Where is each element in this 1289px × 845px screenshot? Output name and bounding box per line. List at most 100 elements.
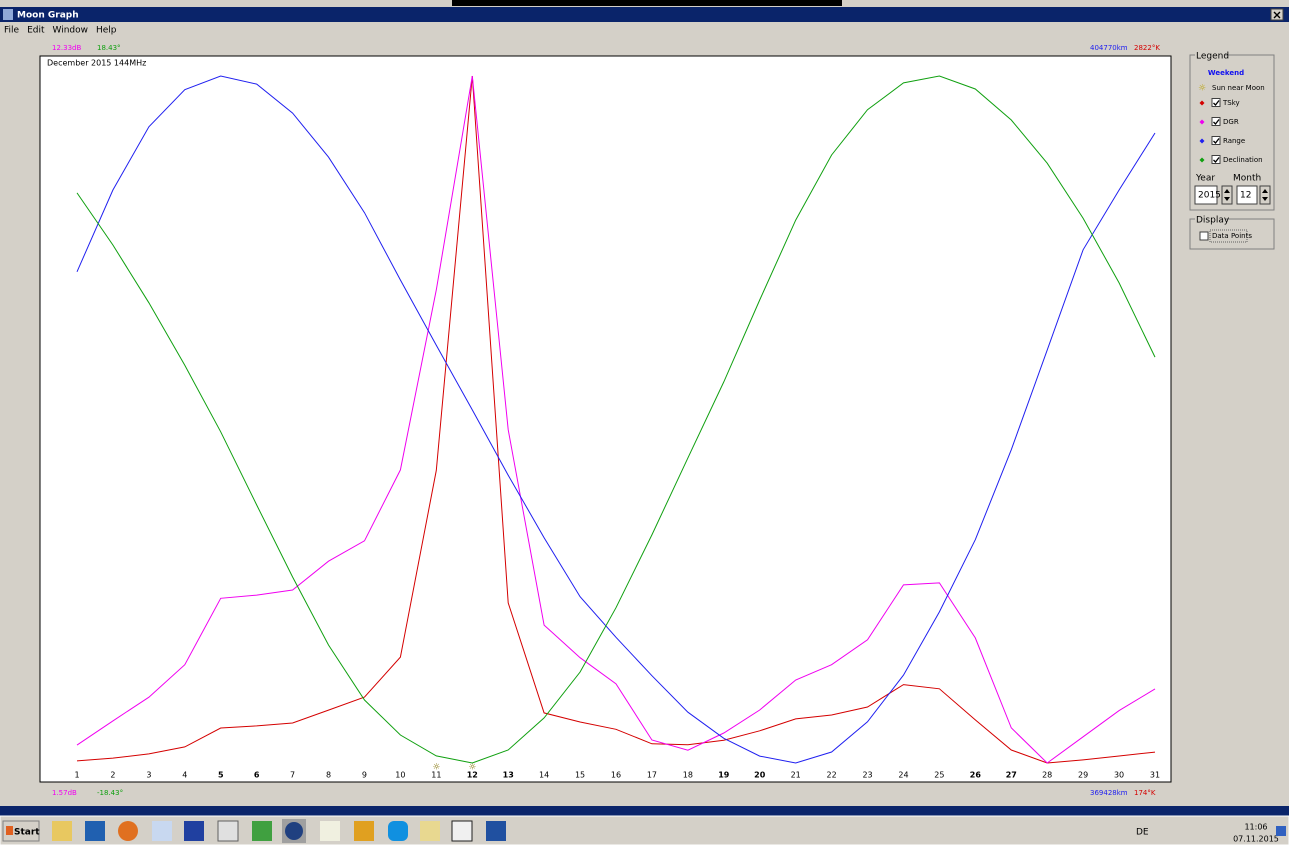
app-icon — [285, 822, 303, 840]
window-border — [0, 806, 1289, 816]
legend-label: TSky — [1222, 99, 1240, 107]
x-tick-label: 23 — [862, 771, 872, 780]
x-tick-label: 5 — [218, 771, 224, 780]
display-title: Display — [1196, 216, 1230, 226]
range-label: -18.43° — [97, 789, 123, 797]
legend-label: Declination — [1223, 156, 1263, 164]
month-spinner[interactable] — [1259, 185, 1271, 205]
title-bar — [0, 7, 1289, 22]
menu-item[interactable]: Window — [53, 26, 89, 36]
x-tick-label: 4 — [182, 771, 187, 780]
taskbar — [0, 815, 1289, 845]
legend-swatch — [1199, 138, 1205, 144]
app-icon — [3, 9, 13, 20]
app-icon[interactable] — [152, 821, 172, 841]
legend-checkbox[interactable] — [1211, 98, 1221, 107]
legend-swatch — [1199, 100, 1205, 106]
x-tick-label: 18 — [683, 771, 693, 780]
weekend-label: Weekend — [1208, 69, 1244, 77]
month-input[interactable] — [1236, 185, 1258, 205]
display-title-bg — [1195, 215, 1225, 224]
range-label: 174°K — [1134, 789, 1156, 797]
range-label: 369428km — [1090, 789, 1128, 797]
data-points-label: Data Points — [1212, 232, 1252, 240]
year-spinner[interactable] — [1221, 185, 1233, 205]
range-label: 1.57dB — [52, 789, 77, 797]
tray — [1153, 824, 1237, 840]
menu-item[interactable]: Help — [96, 26, 117, 36]
data-points-checkbox[interactable] — [1199, 231, 1209, 241]
app-icon[interactable] — [320, 821, 340, 841]
app-icon[interactable] — [486, 821, 506, 841]
legend-label: Range — [1223, 137, 1245, 145]
x-tick-label: 25 — [934, 771, 944, 780]
x-tick-label: 14 — [539, 771, 549, 780]
year-label: Year — [1195, 174, 1215, 184]
chart-title: December 2015 144MHz — [47, 59, 146, 68]
focus-rect — [1209, 229, 1248, 243]
app-icon[interactable] — [354, 821, 374, 841]
checkmark — [1213, 157, 1220, 163]
series-line — [76, 75, 1156, 764]
menu-item[interactable]: File — [4, 26, 20, 36]
app-icon[interactable] — [451, 820, 473, 842]
chart: 1 2 3 4 5 6 7 8 9 10 11 12 13 14 15 16 17 18 19 20 21 22 23 24 2… — [74, 75, 1160, 780]
language: DE — [1136, 828, 1149, 838]
year-input[interactable] — [1194, 185, 1218, 205]
menu-item[interactable]: Edit — [27, 26, 45, 36]
app-icon[interactable] — [184, 821, 204, 841]
sun-near-moon-marker: ☼ — [432, 763, 440, 773]
legend-swatch — [1199, 157, 1205, 163]
year-spinner-arrows — [1224, 189, 1230, 201]
x-tick-label: 1 — [74, 771, 79, 780]
series-line — [76, 75, 1156, 764]
sun-icon: ☼ — [1198, 84, 1206, 94]
plot-area — [39, 55, 1172, 783]
month-label: Month — [1233, 174, 1261, 184]
x-tick-label: 17 — [647, 771, 657, 780]
x-tick-label: 24 — [898, 771, 908, 780]
range-label: 12.33dB — [52, 44, 81, 52]
month-value: 12 — [1240, 191, 1251, 201]
x-tick-label: 2 — [110, 771, 115, 780]
app-icon[interactable] — [85, 821, 105, 841]
checkmark — [1213, 138, 1220, 144]
x-tick-label: 26 — [970, 771, 982, 780]
x-tick-label: 6 — [254, 771, 260, 780]
x-tick-label: 3 — [146, 771, 151, 780]
year-value: 2015 — [1198, 191, 1221, 201]
menu-bar: File Edit Window Help — [4, 26, 117, 36]
x-tick-label: 28 — [1042, 771, 1052, 780]
legend-checkbox[interactable] — [1211, 155, 1221, 164]
month-spinner-arrows — [1262, 189, 1268, 201]
x-tick-label: 12 — [467, 771, 478, 780]
app-icon[interactable] — [217, 820, 239, 842]
checkmark — [1213, 100, 1220, 106]
show-desktop[interactable] — [1276, 826, 1286, 836]
app-icon[interactable] — [388, 821, 408, 841]
app-icon[interactable] — [420, 821, 440, 841]
x-tick-label: 10 — [395, 771, 405, 780]
legend-group — [1189, 54, 1275, 211]
display-group — [1189, 218, 1275, 250]
checkmark — [1213, 119, 1220, 125]
x-tick-label: 19 — [718, 771, 730, 780]
x-tick-label: 16 — [611, 771, 621, 780]
x-tick-label: 21 — [791, 771, 801, 780]
x-tick-label: 27 — [1006, 771, 1017, 780]
legend-title-bg — [1195, 51, 1225, 60]
app-icon[interactable] — [252, 821, 272, 841]
start-logo — [6, 826, 13, 835]
x-tick-label: 8 — [326, 771, 331, 780]
app-icon[interactable] — [118, 821, 138, 841]
range-label: 2822°K — [1134, 44, 1160, 52]
series-line — [76, 75, 1156, 764]
close-icon — [1273, 11, 1281, 19]
x-tick-label: 20 — [754, 771, 766, 780]
legend-swatch — [1199, 119, 1205, 125]
app-icon[interactable] — [52, 821, 72, 841]
legend-checkbox[interactable] — [1211, 136, 1221, 145]
legend-checkbox[interactable] — [1211, 117, 1221, 126]
clock-time: 11:06 — [1244, 823, 1267, 832]
legend-label: DGR — [1223, 118, 1239, 126]
